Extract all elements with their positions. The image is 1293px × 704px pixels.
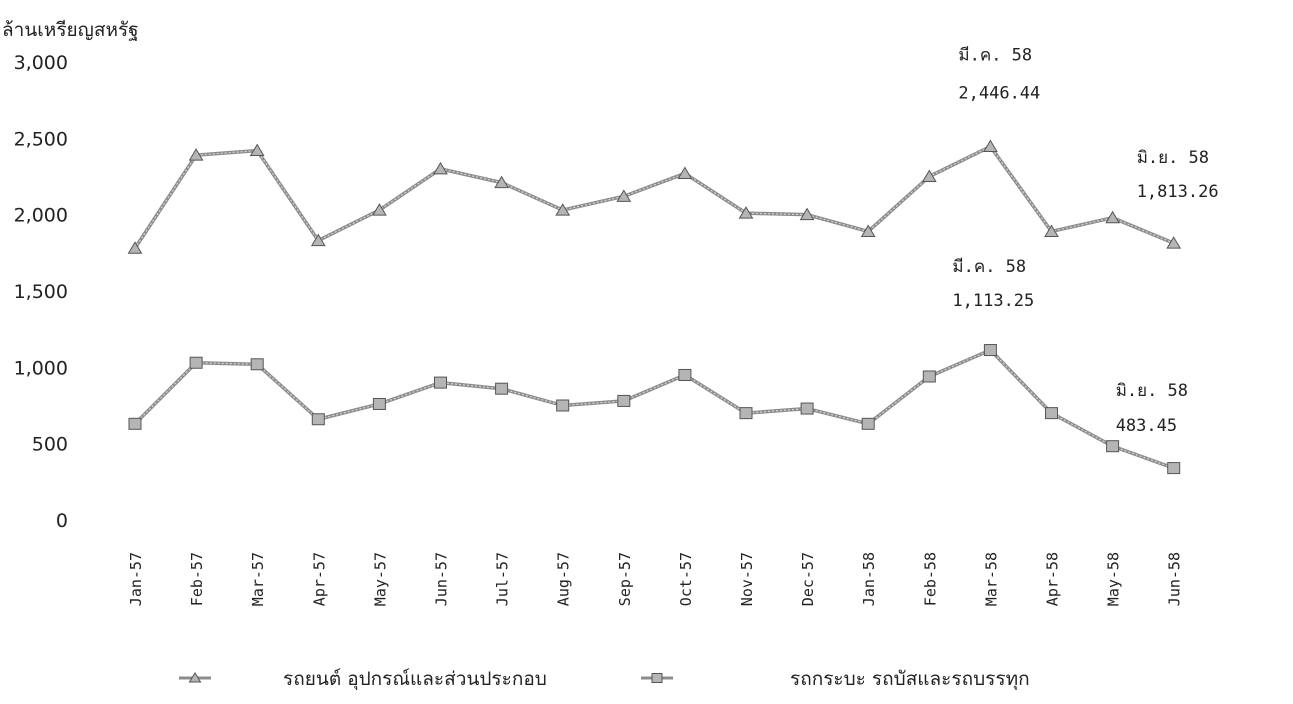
x-tick-label: Oct-57 <box>677 552 695 606</box>
data-point-triangle <box>372 203 387 216</box>
data-point-square <box>617 394 631 407</box>
data-point-square <box>983 344 997 357</box>
data-point-triangle <box>616 189 632 202</box>
annotation-value: 483.45 <box>1116 416 1177 436</box>
data-point-triangle <box>188 148 204 161</box>
legend-label: รถกระบะ รถบัสและรถบรรทุก <box>790 668 1030 691</box>
series-group <box>127 139 1182 475</box>
y-tick-label: 0 <box>56 510 68 532</box>
data-point-triangle <box>921 169 937 182</box>
legend: รถยนต์ อุปกรณ์และส่วนประกอบ รถกระบะ รถบัส… <box>179 668 1030 691</box>
data-point-square <box>1106 440 1120 453</box>
data-point-triangle <box>677 166 693 179</box>
data-point-square <box>250 358 264 371</box>
data-point-square <box>434 376 447 389</box>
legend-marker-triangle <box>188 672 202 683</box>
series-line-texture <box>134 349 1174 469</box>
data-point-triangle <box>310 233 326 247</box>
annotations: มี.ค. 58 2,446.44 มิ.ย. 58 1,813.26 มี.ค. 58… <box>952 46 1218 437</box>
data-point-square <box>678 368 692 381</box>
x-tick-label: Mar-57 <box>249 552 267 606</box>
y-tick-label: 2,000 <box>14 205 68 227</box>
data-point-triangle <box>1166 236 1182 249</box>
x-tick-label: May-57 <box>371 552 389 606</box>
y-tick-label: 2,500 <box>14 128 68 150</box>
x-tick-label: Jan-57 <box>127 552 145 606</box>
data-point-square <box>311 413 325 426</box>
x-tick-label: Apr-58 <box>1044 552 1062 606</box>
data-point-triangle <box>738 206 754 219</box>
data-point-square <box>189 356 203 369</box>
x-axis-ticks: Jan-57 Feb-57 Mar-57 Apr-57 May-57 Jun-57 Jul-… <box>127 552 1184 606</box>
x-tick-label: May-58 <box>1105 552 1123 606</box>
x-tick-label: Feb-58 <box>921 552 939 606</box>
data-point-triangle <box>983 139 998 153</box>
data-point-triangle <box>860 224 876 237</box>
y-tick-label: 500 <box>32 434 68 456</box>
data-point-square <box>800 402 814 415</box>
data-point-triangle <box>249 143 265 157</box>
y-axis-ticks: 3,000 2,500 2,000 1,500 1,000 500 0 <box>14 52 68 532</box>
data-point-triangle <box>1105 210 1120 224</box>
y-axis-label: ล้านเหรียญสหรัฐ <box>2 19 139 41</box>
legend-label: รถยนต์ อุปกรณ์และส่วนประกอบ <box>283 668 547 691</box>
annotation-value: 1,813.26 <box>1137 182 1219 202</box>
data-point-triangle <box>494 175 509 189</box>
x-tick-label: Feb-57 <box>188 552 206 606</box>
annotation-label: มี.ค. 58 <box>952 257 1026 277</box>
x-tick-label: Sep-57 <box>616 552 634 606</box>
data-point-square <box>556 399 570 412</box>
y-tick-label: 3,000 <box>14 52 68 74</box>
annotation-value: 1,113.25 <box>952 291 1034 311</box>
data-point-triangle <box>433 161 448 175</box>
data-point-square <box>861 417 875 430</box>
annotation-label: มิ.ย. 58 <box>1116 381 1188 401</box>
series-line <box>133 348 1175 470</box>
annotation-label: มิ.ย. 58 <box>1137 148 1209 168</box>
x-tick-label: Jun-57 <box>433 552 451 606</box>
data-point-square <box>128 417 142 430</box>
data-point-square <box>372 397 386 410</box>
x-tick-label: Nov-57 <box>738 552 756 606</box>
data-point-square <box>1045 407 1058 420</box>
y-tick-label: 1,500 <box>14 281 68 303</box>
x-tick-label: Jan-58 <box>860 552 878 606</box>
data-point-square <box>739 407 753 420</box>
annotation-value: 2,446.44 <box>958 84 1040 104</box>
data-point-triangle <box>1044 224 1059 237</box>
series-line-texture <box>134 145 1174 249</box>
data-point-square <box>495 382 509 395</box>
x-tick-label: Dec-57 <box>799 552 817 606</box>
x-tick-label: Jun-58 <box>1166 552 1184 606</box>
x-tick-label: Mar-58 <box>982 552 1000 606</box>
legend-marker-square <box>651 673 663 683</box>
annotation-label: มี.ค. 58 <box>958 46 1032 66</box>
x-tick-label: Aug-57 <box>555 552 573 606</box>
x-tick-label: Jul-57 <box>494 552 512 606</box>
data-point-triangle <box>127 241 143 254</box>
series-line <box>133 144 1175 250</box>
data-point-triangle <box>555 203 571 216</box>
y-tick-label: 1,000 <box>14 357 68 379</box>
data-point-square <box>1167 462 1181 475</box>
data-point-square <box>922 370 936 383</box>
x-tick-label: Apr-57 <box>310 552 328 606</box>
data-point-triangle <box>799 207 815 221</box>
